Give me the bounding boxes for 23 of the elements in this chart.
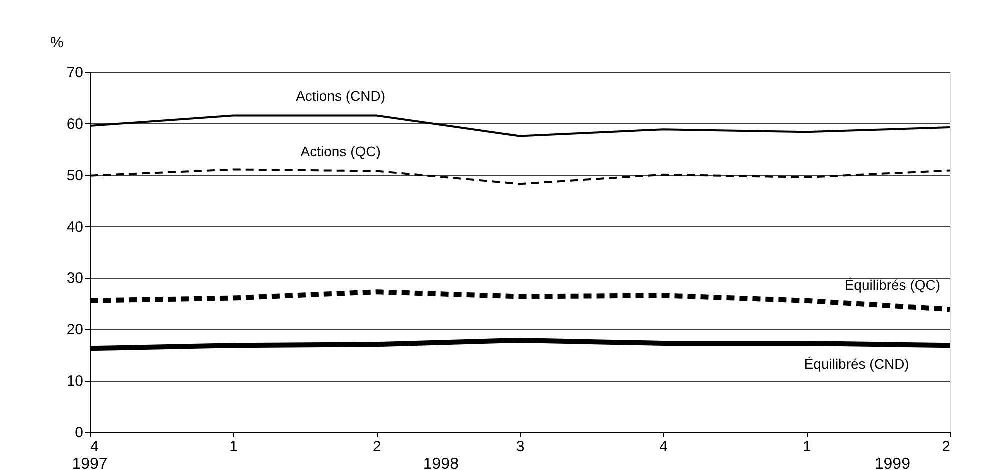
y-tick-label: 10 [66, 373, 84, 390]
y-tick-label: 50 [66, 167, 84, 184]
y-tick-label: 60 [66, 116, 84, 133]
y-tick-label: 70 [66, 64, 84, 82]
x-tick-label: 1 [230, 438, 238, 456]
y-tick-label: 20 [66, 322, 84, 339]
y-tick-label: 0 [75, 424, 84, 442]
series-label: Équilibrés (CND) [804, 356, 910, 372]
x-tick-label: 1 [802, 438, 812, 456]
y-tick-label: 30 [66, 270, 84, 288]
series-label: Actions (CND) [296, 88, 386, 104]
y-tick-label: 40 [66, 218, 84, 236]
x-tick-label: 2 [942, 438, 950, 456]
series-label: Équilibrés (QC) [844, 277, 941, 294]
text: 1997 [72, 456, 108, 470]
x-tick-label: 2 [372, 438, 382, 456]
text: 1998 [423, 456, 460, 470]
x-tick-label: 4 [90, 438, 99, 456]
y-axis-title: % [50, 34, 64, 52]
series-label: Actions (QC) [300, 143, 381, 160]
x-tick-label: 3 [516, 438, 525, 456]
x-tick-label: 4 [660, 438, 668, 456]
text: 1999 [874, 456, 911, 470]
